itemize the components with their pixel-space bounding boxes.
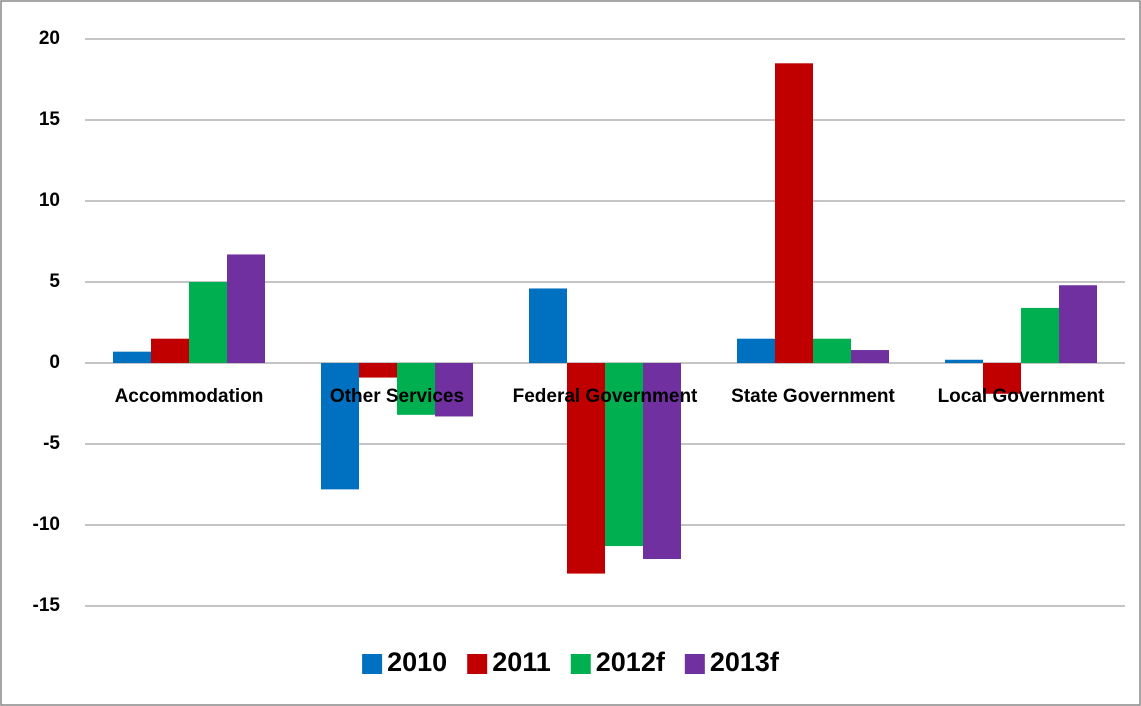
bar <box>435 363 473 417</box>
bar <box>113 351 151 363</box>
legend-label: 2011 <box>492 647 551 677</box>
bar <box>567 363 605 574</box>
bar <box>151 338 189 363</box>
bar <box>1059 285 1097 363</box>
bar <box>643 363 681 560</box>
legend-item: 2011 <box>467 647 551 677</box>
bar <box>321 363 359 490</box>
y-tick-label: 15 <box>39 109 61 130</box>
bar <box>227 254 265 363</box>
x-tick-label: Local Government <box>938 386 1105 407</box>
legend-swatch <box>467 654 488 674</box>
bar <box>813 338 851 363</box>
legend-item: 2013f <box>684 647 780 677</box>
x-tick-label: Federal Government <box>513 386 698 407</box>
x-tick-label: Accommodation <box>115 386 264 407</box>
x-tick-label: Other Services <box>330 386 464 407</box>
bar <box>737 338 775 363</box>
legend-label: 2013f <box>710 647 780 677</box>
y-tick-label: -5 <box>43 433 60 454</box>
bar <box>359 363 397 378</box>
y-tick-label: 5 <box>49 271 60 292</box>
y-tick-label: 10 <box>39 190 60 211</box>
bar <box>189 282 227 363</box>
y-tick-label: -10 <box>33 514 60 535</box>
y-tick-label: 20 <box>39 28 60 49</box>
legend-item: 2012f <box>570 647 666 677</box>
bar <box>605 363 643 547</box>
bar <box>775 63 813 364</box>
legend-label: 2010 <box>387 647 447 677</box>
legend-swatch <box>362 654 383 674</box>
bar <box>851 350 889 363</box>
legend-swatch <box>570 654 591 674</box>
x-tick-label: State Government <box>731 386 895 407</box>
bar <box>983 363 1021 394</box>
bar <box>397 363 435 415</box>
y-tick-label: 0 <box>49 352 60 373</box>
bar <box>1021 307 1059 363</box>
bar <box>529 288 567 363</box>
y-tick-label: -15 <box>33 595 61 616</box>
legend-item: 2010 <box>362 647 447 677</box>
bar <box>945 359 983 363</box>
legend-label: 2012f <box>596 647 666 677</box>
legend-swatch <box>684 654 705 674</box>
